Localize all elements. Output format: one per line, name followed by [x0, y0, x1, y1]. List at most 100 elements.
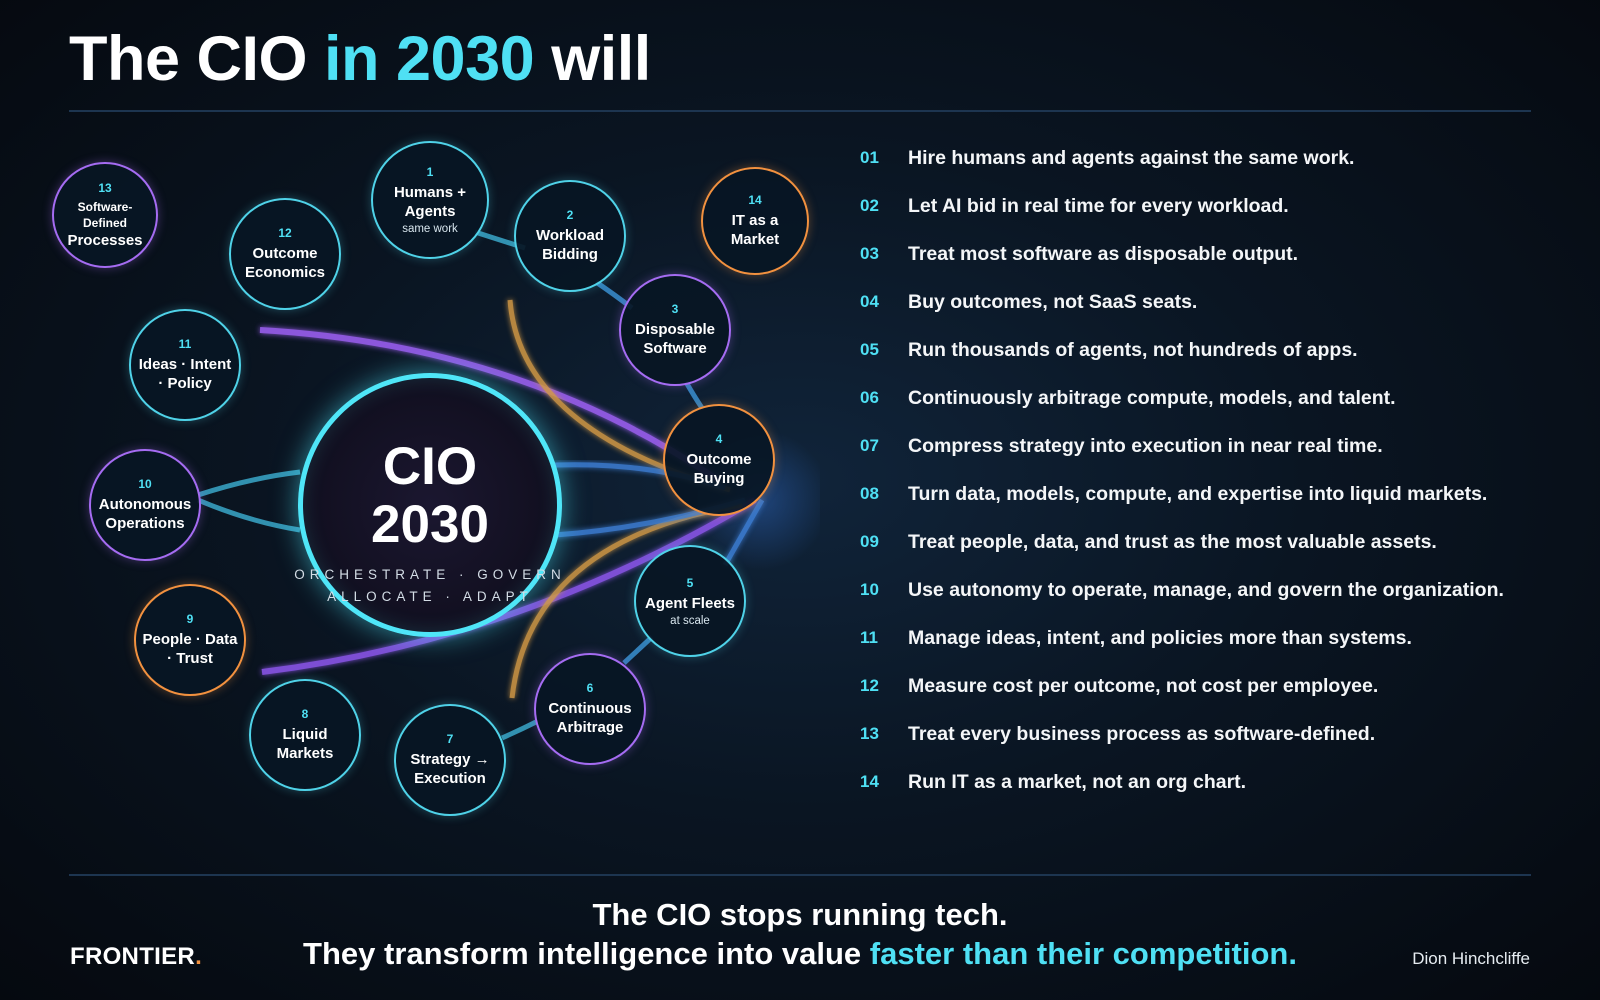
node-14-label: IT as a Market	[730, 212, 780, 248]
node-5-label: Agent Fleets	[644, 594, 735, 612]
node-13-label-line2: Processes	[67, 231, 143, 249]
node-6-number: 6	[586, 681, 594, 695]
link-5-6	[622, 635, 654, 665]
node-6: 6 Continuous Arbitrage	[534, 653, 646, 765]
node-1-sub: same work	[402, 223, 458, 235]
node-3: 3 Disposable Software	[619, 274, 731, 386]
node-1: 1 Humans + Agents same work	[371, 141, 489, 259]
node-12-number: 12	[278, 226, 292, 240]
tagline-line2-accent: faster than their competition.	[869, 936, 1297, 971]
node-8-label: Liquid Markets	[276, 726, 334, 762]
node-10: 10 Autonomous Operations	[89, 449, 201, 561]
node-8: 8 Liquid Markets	[249, 679, 361, 791]
center-title-line1: CIO	[382, 437, 478, 496]
node-9-number: 9	[186, 612, 194, 626]
spoke-purple-top	[259, 327, 720, 483]
brand-dot: .	[195, 943, 203, 970]
node-2-number: 2	[566, 208, 574, 222]
node-2-label: Workload Bidding	[535, 227, 605, 263]
brand-logo: FRONTIER.	[70, 943, 202, 971]
node-4-label: Outcome Buying	[686, 451, 752, 487]
page-title: The CIO in 2030 will	[69, 24, 651, 94]
bottom-divider	[69, 874, 1531, 876]
top-divider	[69, 110, 1531, 112]
list-item-text: Treat every business process as software…	[908, 723, 1376, 745]
list-item: 03 Treat most software as disposable outp…	[860, 242, 1560, 290]
title-end: will	[551, 24, 651, 94]
list-item-number: 12	[860, 676, 879, 695]
predictions-list: 01 Hire humans and agents against the sam…	[860, 146, 1560, 818]
list-item: 09 Treat people, data, and trust as the m…	[860, 530, 1560, 578]
node-4: 4 Outcome Buying	[663, 404, 775, 516]
list-item: 02 Let AI bid in real time for every work…	[860, 194, 1560, 242]
list-item-text: Use autonomy to operate, manage, and gov…	[908, 579, 1504, 601]
node-10-number: 10	[138, 477, 152, 491]
list-item-text: Compress strategy into execution in near…	[908, 435, 1383, 457]
link-3-4	[683, 380, 705, 410]
list-item-number: 04	[860, 292, 879, 311]
link-6-7	[500, 719, 538, 741]
node-5: 5 Agent Fleets at scale	[634, 545, 746, 657]
node-9: 9 People · Data · Trust	[134, 584, 246, 696]
list-item-number: 07	[860, 436, 879, 455]
list-item-text: Measure cost per outcome, not cost per e…	[908, 675, 1379, 697]
list-item-number: 06	[860, 388, 879, 407]
center-title-line2: 2030	[371, 495, 489, 554]
list-item-text: Let AI bid in real time for every worklo…	[908, 195, 1289, 217]
list-item: 01 Hire humans and agents against the sam…	[860, 146, 1560, 194]
list-item: 13 Treat every business process as softwa…	[860, 722, 1560, 770]
list-item: 07 Compress strategy into execution in ne…	[860, 434, 1560, 482]
list-item-text: Run thousands of agents, not hundreds of…	[908, 339, 1358, 361]
center-circle	[298, 373, 562, 637]
list-item-number: 02	[860, 196, 879, 215]
center-title: CIO 2030	[298, 438, 562, 554]
node-8-number: 8	[301, 707, 309, 721]
list-item-text: Manage ideas, intent, and policies more …	[908, 627, 1412, 649]
list-item-number: 08	[860, 484, 879, 503]
node-11: 11 Ideas · Intent · Policy	[129, 309, 241, 421]
list-item-number: 03	[860, 244, 879, 263]
center-subtitle-line1: ORCHESTRATE · GOVERN	[294, 567, 566, 582]
node-12: 12 Outcome Economics	[229, 198, 341, 310]
node-14: 14 IT as a Market	[701, 167, 809, 275]
list-item-text: Treat most software as disposable output…	[908, 243, 1299, 265]
list-item-text: Turn data, models, compute, and expertis…	[908, 483, 1488, 505]
list-item-number: 14	[860, 772, 879, 791]
list-item: 14 Run IT as a market, not an org chart.	[860, 770, 1560, 818]
list-item-text: Treat people, data, and trust as the mos…	[908, 531, 1437, 553]
node-7: 7 Strategy → Execution	[394, 704, 506, 816]
node-11-number: 11	[178, 337, 192, 351]
list-item: 05 Run thousands of agents, not hundreds …	[860, 338, 1560, 386]
node-5-sub: at scale	[670, 614, 710, 627]
node-1-number: 1	[426, 165, 434, 179]
list-item: 11 Manage ideas, intent, and policies mor…	[860, 626, 1560, 674]
node-11-label: Ideas · Intent · Policy	[138, 356, 232, 392]
spoke-blue-5	[722, 498, 765, 567]
title-start: The CIO	[69, 24, 308, 94]
list-item-text: Run IT as a market, not an org chart.	[908, 771, 1247, 793]
brand-name: FRONTIER	[70, 943, 196, 970]
node-9-label: People · Data · Trust	[142, 631, 238, 667]
node-13-number: 13	[98, 180, 112, 195]
list-item-text: Hire humans and agents against the same …	[908, 147, 1355, 169]
list-item: 04 Buy outcomes, not SaaS seats.	[860, 290, 1560, 338]
list-item: 10 Use autonomy to operate, manage, and g…	[860, 578, 1560, 626]
node-6-label: Continuous Arbitrage	[548, 700, 632, 736]
tagline-line2-start: They transform intelligence into value	[303, 936, 862, 971]
node-7-number: 7	[446, 732, 454, 746]
node-7-label: Strategy → Execution	[410, 751, 490, 787]
center-subtitle-line2: ALLOCATE · ADAPT	[327, 589, 533, 604]
node-5-number: 5	[686, 575, 694, 590]
list-item: 12 Measure cost per outcome, not cost per…	[860, 674, 1560, 722]
link-10-center-b	[197, 497, 301, 533]
list-item-number: 13	[860, 724, 879, 743]
list-item: 06 Continuously arbitrage compute, models…	[860, 386, 1560, 434]
node-3-label: Disposable Software	[634, 321, 716, 357]
list-item-number: 10	[860, 580, 879, 599]
spoke-purple-bottom	[261, 497, 757, 675]
author-credit: Dion Hinchcliffe	[1412, 949, 1530, 968]
node-3-number: 3	[671, 302, 679, 316]
list-item-number: 11	[860, 628, 878, 647]
node-13-label-line1: Software-Defined	[77, 199, 133, 230]
link-10-center-a	[197, 469, 301, 498]
